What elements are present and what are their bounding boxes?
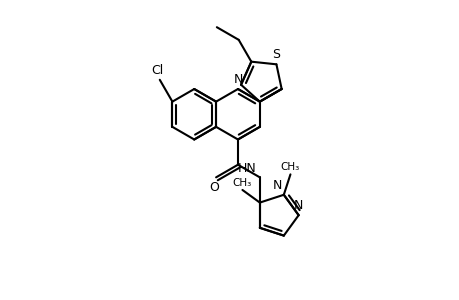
Text: HN: HN (237, 162, 256, 175)
Text: CH₃: CH₃ (280, 162, 299, 172)
Text: N: N (234, 73, 243, 85)
Text: Cl: Cl (151, 64, 163, 77)
Text: CH₃: CH₃ (232, 178, 252, 188)
Text: S: S (272, 48, 280, 61)
Text: N: N (272, 179, 281, 192)
Text: O: O (208, 181, 218, 194)
Text: N: N (293, 199, 302, 212)
